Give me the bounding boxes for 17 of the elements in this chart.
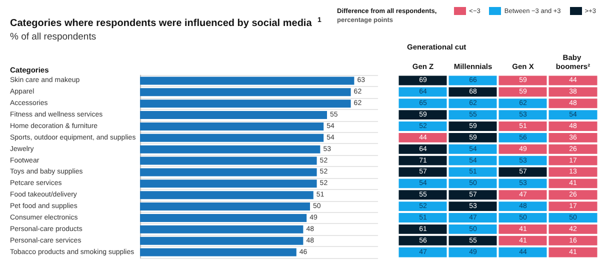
bar	[140, 134, 324, 142]
bar	[140, 111, 327, 120]
bar	[140, 236, 304, 245]
bar	[140, 156, 317, 165]
bar	[140, 168, 317, 176]
text: % of all respondents	[10, 32, 96, 42]
bar	[140, 145, 320, 154]
bar	[140, 100, 351, 108]
bar	[140, 76, 354, 85]
bar	[140, 225, 304, 234]
bar	[140, 180, 317, 188]
bar	[140, 122, 324, 130]
bar	[140, 214, 307, 222]
bar	[140, 191, 314, 200]
bar	[140, 248, 296, 256]
bar	[140, 88, 351, 96]
bar	[140, 202, 310, 211]
